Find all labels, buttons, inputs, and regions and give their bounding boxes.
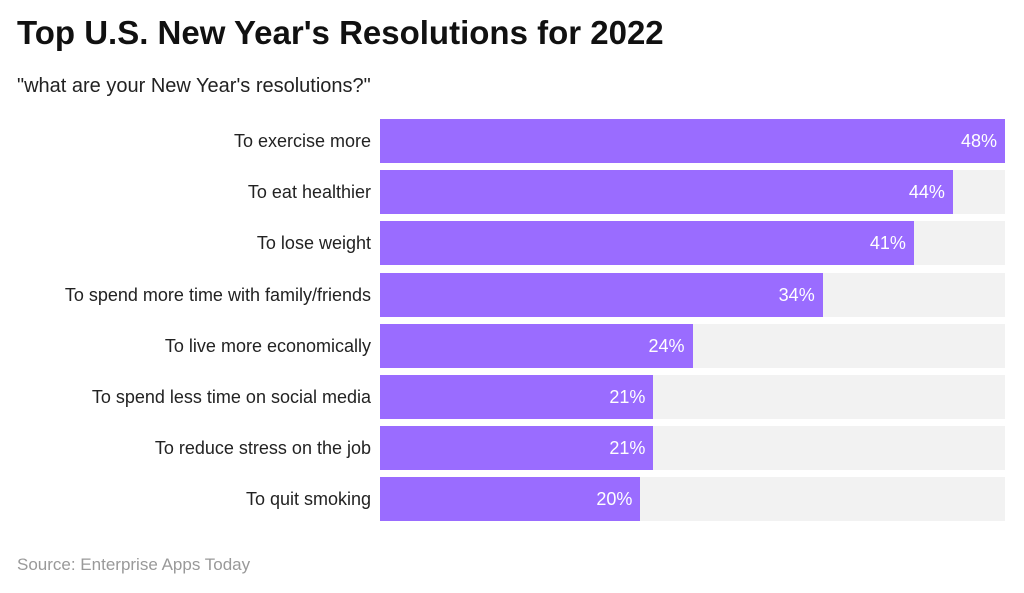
data-label: 21% bbox=[609, 387, 646, 407]
bar: 20% bbox=[380, 477, 641, 522]
source-note: Source: Enterprise Apps Today bbox=[17, 555, 251, 574]
data-label: 48% bbox=[960, 131, 997, 151]
bar-track: 24% bbox=[380, 323, 1005, 368]
chart-title: Top U.S. New Year's Resolutions for 2022 bbox=[17, 14, 664, 51]
bar: 44% bbox=[380, 170, 953, 215]
category-label: To eat healthier bbox=[247, 182, 371, 203]
bar: 48% bbox=[380, 119, 1005, 163]
chart-subtitle: "what are your New Year's resolutions?" bbox=[17, 75, 371, 97]
data-label: 44% bbox=[908, 182, 945, 203]
data-label: 24% bbox=[648, 335, 685, 356]
category-label: To lose weight bbox=[256, 233, 371, 254]
category-label: To reduce stress on the job bbox=[154, 438, 371, 459]
bar: 41% bbox=[380, 221, 914, 266]
bar-track: 21% bbox=[380, 375, 1005, 419]
bar: 21% bbox=[380, 375, 654, 419]
category-label: To live more economically bbox=[164, 335, 371, 356]
bar-track: 20% bbox=[380, 477, 1005, 522]
bar: 24% bbox=[380, 323, 693, 368]
data-label: 21% bbox=[609, 438, 646, 459]
data-label: 41% bbox=[869, 233, 906, 254]
bar-track: 41% bbox=[380, 221, 1005, 266]
category-label: To exercise more bbox=[233, 131, 371, 151]
bar-track: 34% bbox=[380, 272, 1005, 317]
data-label: 34% bbox=[778, 284, 815, 305]
bar: 34% bbox=[380, 272, 823, 317]
category-label: To spend less time on social media bbox=[91, 387, 371, 407]
bar: 21% bbox=[380, 426, 654, 471]
bar-track: 21% bbox=[380, 426, 1005, 471]
data-label: 20% bbox=[596, 489, 633, 510]
bar-track: 44% bbox=[380, 170, 1005, 215]
category-label: To quit smoking bbox=[245, 489, 371, 510]
bar-track: 48% bbox=[380, 119, 1005, 163]
category-label: To spend more time with family/friends bbox=[64, 284, 371, 305]
